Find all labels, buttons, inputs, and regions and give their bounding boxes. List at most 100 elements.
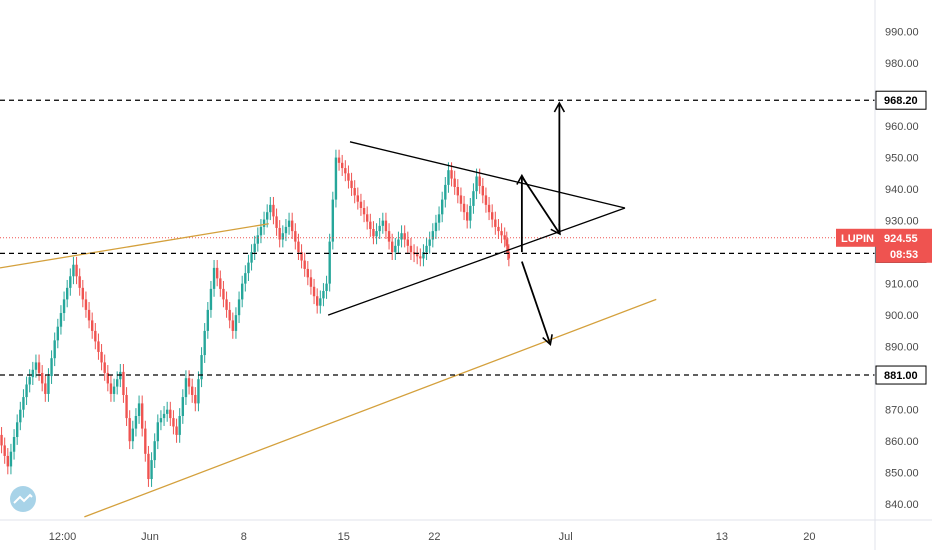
candle-body: [387, 231, 391, 242]
candle-body: [506, 245, 510, 253]
candle-body: [225, 299, 228, 310]
y-tick-label: 890.00: [885, 342, 919, 354]
candle-body: [222, 288, 225, 300]
candle-body: [240, 283, 244, 300]
candle-body: [494, 219, 497, 227]
candle-body: [256, 235, 260, 244]
candle-body: [369, 221, 372, 230]
candle-body: [381, 220, 385, 226]
candle-body: [337, 157, 341, 163]
candle-body: [215, 267, 219, 279]
candle-body: [328, 241, 331, 284]
candle-body: [19, 409, 22, 423]
candle-body: [206, 309, 210, 331]
candle-body: [428, 239, 431, 246]
y-tick-label: 950.00: [885, 153, 919, 165]
x-tick-label: 13: [716, 531, 728, 543]
candle-body: [75, 264, 78, 277]
candle-body: [384, 220, 388, 232]
candle-body: [25, 384, 28, 398]
candle-body: [106, 372, 110, 384]
candle-body: [156, 422, 160, 442]
candle-body: [0, 434, 3, 446]
candle-body: [109, 383, 113, 394]
arrow-down-target[interactable]: [521, 261, 553, 347]
candle-body: [375, 231, 378, 237]
candle-body: [434, 222, 438, 232]
y-tick-label: 870.00: [885, 405, 919, 417]
candle-body: [447, 170, 450, 185]
candle-body: [253, 243, 256, 253]
candle-body: [15, 422, 19, 438]
candle-body: [444, 184, 447, 200]
candle-body: [290, 220, 294, 232]
level-tag-label: 968.20: [884, 95, 918, 107]
candle-body: [459, 195, 463, 204]
x-tick-label: 15: [338, 531, 350, 543]
candle-body: [87, 309, 91, 321]
candle-body: [9, 451, 13, 467]
candle-body: [175, 426, 178, 435]
candle-body: [115, 379, 119, 387]
candle-body: [100, 351, 103, 363]
candle-body: [231, 320, 235, 331]
candle-body: [203, 330, 206, 356]
y-tick-label: 860.00: [885, 436, 919, 448]
lower-wedge-line[interactable]: [327, 207, 626, 316]
candle-body: [247, 262, 250, 274]
upper-wedge-line[interactable]: [349, 141, 626, 209]
candle-body: [362, 208, 366, 215]
candle-body: [72, 264, 75, 277]
candle-body: [228, 309, 231, 321]
candle-body: [315, 296, 319, 306]
candle-body: [97, 341, 100, 352]
candle-body: [505, 239, 508, 246]
candle-body: [22, 397, 25, 410]
candle-body: [237, 299, 241, 316]
candle-body: [475, 176, 478, 192]
candle-body: [390, 241, 394, 253]
candle-body: [190, 386, 194, 395]
candle-body: [244, 273, 247, 284]
lower-channel-line[interactable]: [84, 298, 657, 518]
candle-body: [53, 340, 56, 359]
candle-body: [297, 241, 300, 253]
arrow-diag-down[interactable]: [521, 175, 561, 236]
upper-channel-line[interactable]: [0, 223, 269, 269]
candle-body: [500, 231, 503, 236]
candle-body: [344, 168, 347, 174]
candle-body: [437, 214, 441, 223]
candle-body: [350, 180, 353, 189]
candle-body: [78, 276, 81, 288]
candle-body: [397, 239, 400, 246]
symbol-label: LUPIN: [841, 233, 874, 245]
candle-body: [212, 267, 216, 289]
candle-body: [487, 204, 491, 213]
level-tag: [875, 90, 927, 110]
candle-body: [472, 191, 475, 206]
x-tick-label: Jul: [559, 531, 573, 543]
candle-body: [103, 362, 106, 373]
candle-body: [409, 245, 413, 253]
plot-area: [0, 0, 875, 520]
candle-body: [275, 216, 278, 228]
tradingview-logo-icon[interactable]: [10, 486, 36, 512]
candle-body: [415, 254, 419, 257]
x-tick-label: 22: [428, 531, 440, 543]
candle-body: [150, 460, 153, 480]
candle-body: [37, 362, 41, 373]
x-axis[interactable]: 12:00 Jun 8 15 22 Jul 13 20: [49, 531, 816, 543]
candle-body: [322, 290, 325, 299]
x-tick-label: 8: [241, 531, 247, 543]
candle-body: [294, 231, 297, 242]
candle-body: [462, 203, 466, 213]
candle-body: [125, 394, 128, 419]
candle-body: [184, 378, 188, 398]
candle-body: [453, 178, 456, 187]
candle-body: [478, 176, 481, 186]
candle-body: [269, 204, 272, 213]
candle-body: [440, 199, 444, 215]
candle-body: [69, 276, 72, 288]
candle-body: [284, 226, 288, 234]
